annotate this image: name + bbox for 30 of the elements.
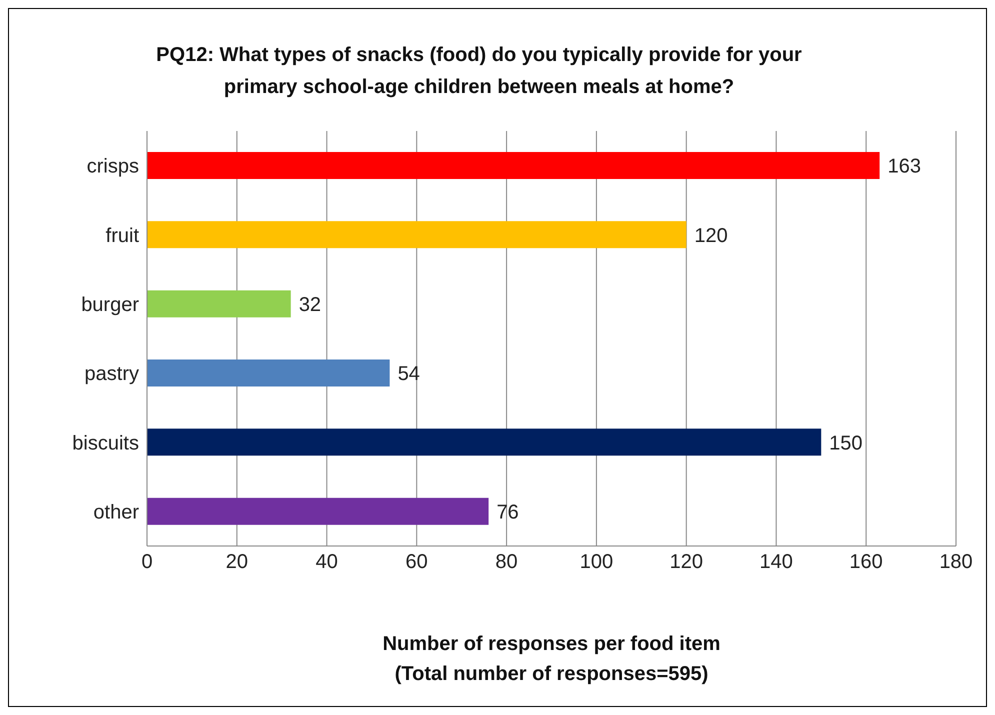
bar bbox=[147, 152, 880, 179]
y-tick-label: fruit bbox=[106, 224, 140, 247]
bar bbox=[147, 428, 822, 456]
bar bbox=[147, 360, 390, 386]
x-tick-label: 20 bbox=[226, 551, 248, 574]
data-label: 120 bbox=[694, 224, 728, 247]
y-tick-label: pastry bbox=[84, 363, 139, 386]
x-tick-label: 40 bbox=[316, 551, 338, 574]
y-tick-label: biscuits bbox=[72, 432, 139, 454]
chart-title: PQ12: What types of snacks (food) do you typically provide for your primary school-age children between meals at home? bbox=[155, 43, 803, 100]
x-tick-label: 160 bbox=[849, 551, 883, 574]
bar bbox=[147, 290, 291, 318]
x-tick-label: 60 bbox=[406, 551, 428, 574]
data-label: 163 bbox=[888, 156, 921, 178]
data-label: 150 bbox=[829, 432, 863, 454]
data-label: 54 bbox=[398, 363, 420, 386]
x-tick-label: 180 bbox=[939, 551, 973, 574]
x-tick-label: 0 bbox=[141, 551, 153, 574]
y-tick-label: other bbox=[93, 502, 140, 524]
x-tick-label: 140 bbox=[760, 551, 793, 574]
bar bbox=[147, 498, 489, 525]
x-axis-title: Number of responses per food item (Total number of responses=595) bbox=[382, 632, 722, 687]
data-label: 32 bbox=[298, 294, 322, 316]
x-tick-label: 120 bbox=[670, 551, 704, 574]
x-tick-label: 100 bbox=[580, 551, 614, 574]
data-label: 76 bbox=[496, 501, 519, 524]
x-tick-label: 80 bbox=[495, 551, 518, 574]
y-tick-label: crisps bbox=[86, 156, 139, 178]
y-tick-label: burger bbox=[81, 294, 140, 316]
bar bbox=[147, 221, 686, 248]
